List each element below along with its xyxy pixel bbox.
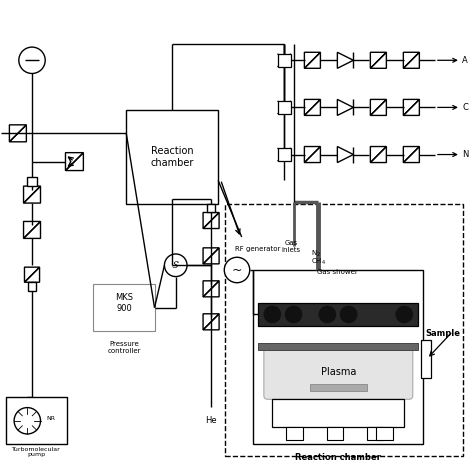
Bar <box>273 399 404 427</box>
Bar <box>27 177 36 186</box>
Polygon shape <box>337 52 354 68</box>
Text: CH$_4$: CH$_4$ <box>311 256 326 266</box>
Bar <box>277 148 291 161</box>
Text: Pressure
controller: Pressure controller <box>107 341 141 354</box>
Text: Sample: Sample <box>426 329 461 338</box>
Circle shape <box>164 254 187 277</box>
Bar <box>421 340 431 378</box>
Text: ~: ~ <box>232 264 242 276</box>
Text: MKS
900: MKS 900 <box>115 293 133 313</box>
Text: Reaction
chamber: Reaction chamber <box>151 146 194 168</box>
Text: He: He <box>205 416 217 425</box>
Text: N: N <box>462 150 469 159</box>
Bar <box>6 397 67 444</box>
Text: Gas
inlets: Gas inlets <box>282 240 301 253</box>
Bar <box>376 427 392 439</box>
Polygon shape <box>337 100 354 116</box>
Circle shape <box>14 408 40 434</box>
Bar <box>207 204 216 212</box>
Polygon shape <box>337 146 354 163</box>
Text: A: A <box>462 56 468 65</box>
Bar <box>93 284 155 331</box>
Bar <box>277 101 291 114</box>
Text: $\mathcal{S}$: $\mathcal{S}$ <box>172 259 180 270</box>
Bar <box>28 282 36 291</box>
Text: Gas shower: Gas shower <box>317 269 358 275</box>
Text: RF generator: RF generator <box>235 246 280 252</box>
Text: C: C <box>462 103 468 112</box>
Bar <box>366 427 383 439</box>
Circle shape <box>264 306 281 323</box>
Circle shape <box>319 306 336 323</box>
Bar <box>254 270 423 444</box>
Bar <box>126 110 218 204</box>
Text: Plasma: Plasma <box>320 367 356 377</box>
Bar <box>310 384 366 391</box>
Bar <box>225 204 463 456</box>
Circle shape <box>19 47 45 73</box>
Circle shape <box>340 306 357 323</box>
Bar <box>258 303 419 326</box>
Text: Reaction chamber: Reaction chamber <box>295 453 381 462</box>
Bar <box>286 427 303 439</box>
Text: NR: NR <box>46 416 55 421</box>
Text: N$_2$: N$_2$ <box>311 248 321 259</box>
Bar <box>258 343 419 350</box>
Bar <box>327 427 343 439</box>
Circle shape <box>224 257 250 283</box>
Circle shape <box>396 306 413 323</box>
Text: Turbomolecular
pump: Turbomolecular pump <box>12 447 61 457</box>
FancyBboxPatch shape <box>264 345 413 399</box>
Bar <box>277 54 291 67</box>
Circle shape <box>285 306 302 323</box>
